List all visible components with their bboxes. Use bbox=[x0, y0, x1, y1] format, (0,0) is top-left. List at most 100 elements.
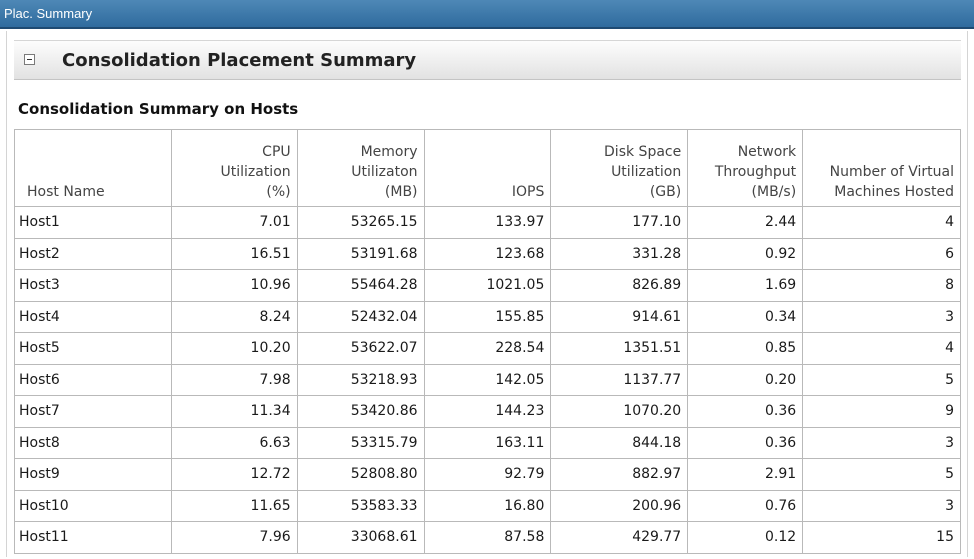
table-cell-network-throughput: 1.69 bbox=[687, 269, 804, 302]
column-header-iops: IOPS bbox=[423, 129, 552, 207]
column-header-line: (%) bbox=[266, 184, 291, 200]
table-cell-network-throughput: 2.44 bbox=[687, 206, 804, 239]
table-cell-network-throughput: 0.34 bbox=[687, 300, 804, 333]
table-cell-cpu-utilization: 12.72 bbox=[170, 458, 298, 491]
table-cell-network-throughput: 0.36 bbox=[687, 395, 804, 428]
table-cell-memory-utilization: 55464.28 bbox=[296, 269, 425, 302]
table-cell-host-name: Host8 bbox=[14, 426, 172, 459]
table-cell-cpu-utilization: 16.51 bbox=[170, 237, 298, 270]
table-cell-disk-space-utilization: 1137.77 bbox=[550, 363, 689, 396]
table-cell-vm-count: 5 bbox=[802, 363, 961, 396]
table-cell-host-name: Host4 bbox=[14, 300, 172, 333]
table-cell-iops: 16.80 bbox=[423, 489, 552, 522]
table-cell-disk-space-utilization: 429.77 bbox=[550, 521, 689, 554]
table-cell-vm-count: 5 bbox=[802, 458, 961, 491]
table-cell-memory-utilization: 53191.68 bbox=[296, 237, 425, 270]
table-cell-iops: 144.23 bbox=[423, 395, 552, 428]
column-header-line: (MB) bbox=[384, 184, 418, 200]
table-cell-vm-count: 3 bbox=[802, 426, 961, 459]
column-header-line: Number of Virtual bbox=[829, 164, 954, 180]
table-row: Host10 11.65 53583.33 16.80 200.96 0.76 3 bbox=[14, 489, 961, 522]
table-cell-host-name: Host10 bbox=[14, 489, 172, 522]
table-cell-vm-count: 4 bbox=[802, 332, 961, 365]
table-cell-vm-count: 6 bbox=[802, 237, 961, 270]
table-cell-host-name: Host7 bbox=[14, 395, 172, 428]
table-row: Host6 7.98 53218.93 142.05 1137.77 0.20 5 bbox=[14, 363, 961, 396]
column-header-memory-utilization: Memory Utilizaton (MB) bbox=[296, 129, 425, 207]
table-row: Host7 11.34 53420.86 144.23 1070.20 0.36 9 bbox=[14, 395, 961, 428]
table-cell-disk-space-utilization: 331.28 bbox=[550, 237, 689, 270]
table-cell-memory-utilization: 53420.86 bbox=[296, 395, 425, 428]
column-header-line: Utilization bbox=[220, 164, 291, 180]
table-cell-iops: 92.79 bbox=[423, 458, 552, 491]
column-header-line: Host Name bbox=[27, 184, 105, 200]
table-cell-disk-space-utilization: 826.89 bbox=[550, 269, 689, 302]
table-row: Host2 16.51 53191.68 123.68 331.28 0.92 6 bbox=[14, 237, 961, 270]
table-row: Host8 6.63 53315.79 163.11 844.18 0.36 3 bbox=[14, 426, 961, 459]
column-header-cpu-utilization: CPU Utilization (%) bbox=[170, 129, 298, 207]
table-cell-host-name: Host6 bbox=[14, 363, 172, 396]
table-cell-vm-count: 15 bbox=[802, 521, 961, 554]
window-title: Plac. Summary bbox=[4, 6, 93, 21]
table-row: Host9 12.72 52808.80 92.79 882.97 2.91 5 bbox=[14, 458, 961, 491]
table-cell-iops: 133.97 bbox=[423, 206, 552, 239]
table-body: Host1 7.01 53265.15 133.97 177.10 2.44 4 Host2 1… bbox=[14, 206, 961, 554]
host-summary-table: Host Name CPU Utilization (%) Memory Utilizat… bbox=[14, 129, 961, 554]
table-row: Host3 10.96 55464.28 1021.05 826.89 1.69 8 bbox=[14, 269, 961, 302]
table-cell-vm-count: 3 bbox=[802, 489, 961, 522]
table-cell-cpu-utilization: 8.24 bbox=[170, 300, 298, 333]
column-header-host-name: Host Name bbox=[14, 129, 172, 207]
column-header-line: Utilizaton bbox=[351, 164, 418, 180]
table-cell-iops: 155.85 bbox=[423, 300, 552, 333]
table-cell-disk-space-utilization: 1351.51 bbox=[550, 332, 689, 365]
column-header-disk-space-utilization: Disk Space Utilization (GB) bbox=[550, 129, 689, 207]
table-row: Host5 10.20 53622.07 228.54 1351.51 0.85 4 bbox=[14, 332, 961, 365]
table-cell-iops: 1021.05 bbox=[423, 269, 552, 302]
column-header-line: CPU bbox=[262, 144, 291, 160]
table-cell-network-throughput: 0.20 bbox=[687, 363, 804, 396]
content-frame bbox=[6, 31, 968, 557]
table-cell-network-throughput: 0.92 bbox=[687, 237, 804, 270]
table-cell-memory-utilization: 53315.79 bbox=[296, 426, 425, 459]
column-header-line: (GB) bbox=[649, 184, 682, 200]
table-cell-disk-space-utilization: 844.18 bbox=[550, 426, 689, 459]
table-cell-iops: 142.05 bbox=[423, 363, 552, 396]
column-header-vm-count: Number of Virtual Machines Hosted bbox=[802, 129, 961, 207]
table-row: Host4 8.24 52432.04 155.85 914.61 0.34 3 bbox=[14, 300, 961, 333]
table-cell-host-name: Host11 bbox=[14, 521, 172, 554]
table-cell-host-name: Host9 bbox=[14, 458, 172, 491]
table-cell-cpu-utilization: 6.63 bbox=[170, 426, 298, 459]
column-header-line: Machines Hosted bbox=[834, 184, 954, 200]
table-cell-cpu-utilization: 10.20 bbox=[170, 332, 298, 365]
table-title: Consolidation Summary on Hosts bbox=[18, 100, 299, 118]
column-header-line: Throughput bbox=[714, 164, 797, 180]
table-cell-host-name: Host3 bbox=[14, 269, 172, 302]
table-cell-iops: 87.58 bbox=[423, 521, 552, 554]
collapse-icon[interactable] bbox=[24, 54, 35, 65]
table-cell-host-name: Host5 bbox=[14, 332, 172, 365]
table-cell-network-throughput: 0.12 bbox=[687, 521, 804, 554]
table-cell-vm-count: 8 bbox=[802, 269, 961, 302]
table-cell-network-throughput: 0.76 bbox=[687, 489, 804, 522]
section-header[interactable]: Consolidation Placement Summary bbox=[14, 40, 961, 80]
table-cell-network-throughput: 2.91 bbox=[687, 458, 804, 491]
table-cell-vm-count: 3 bbox=[802, 300, 961, 333]
table-cell-network-throughput: 0.85 bbox=[687, 332, 804, 365]
table-cell-host-name: Host1 bbox=[14, 206, 172, 239]
table-cell-disk-space-utilization: 200.96 bbox=[550, 489, 689, 522]
column-header-line: (MB/s) bbox=[751, 184, 797, 200]
table-row: Host11 7.96 33068.61 87.58 429.77 0.12 15 bbox=[14, 521, 961, 554]
table-cell-host-name: Host2 bbox=[14, 237, 172, 270]
table-cell-disk-space-utilization: 882.97 bbox=[550, 458, 689, 491]
column-header-line: Memory bbox=[360, 144, 418, 160]
section-title: Consolidation Placement Summary bbox=[62, 50, 417, 71]
table-cell-network-throughput: 0.36 bbox=[687, 426, 804, 459]
column-header-line: Network bbox=[737, 144, 797, 160]
table-cell-disk-space-utilization: 177.10 bbox=[550, 206, 689, 239]
table-cell-cpu-utilization: 10.96 bbox=[170, 269, 298, 302]
table-cell-memory-utilization: 53622.07 bbox=[296, 332, 425, 365]
table-cell-memory-utilization: 53265.15 bbox=[296, 206, 425, 239]
table-cell-disk-space-utilization: 1070.20 bbox=[550, 395, 689, 428]
table-cell-cpu-utilization: 11.65 bbox=[170, 489, 298, 522]
table-cell-memory-utilization: 52432.04 bbox=[296, 300, 425, 333]
